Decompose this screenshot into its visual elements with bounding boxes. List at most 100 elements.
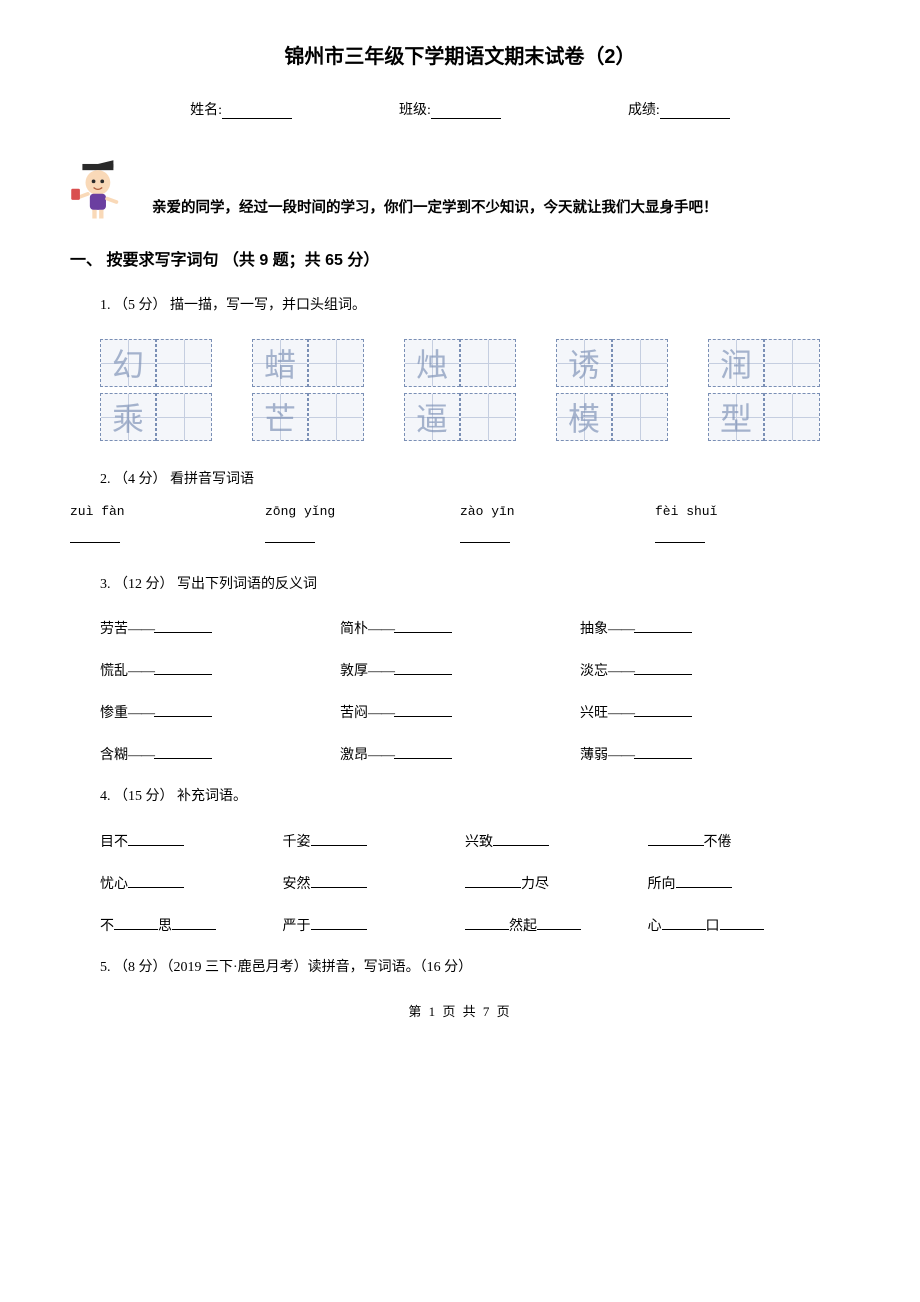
antonym-cell: 劳苦—— [100,618,340,638]
antonym-word: 抽象 [580,622,608,637]
pinyin-2: zōng yǐng [265,504,460,519]
idiom-blank[interactable] [465,874,521,888]
idiom-3a: 不 [100,919,114,934]
char-cell[interactable]: 型 [708,393,764,441]
char-cell-empty[interactable] [612,339,668,387]
score-label: 成绩: [628,103,660,118]
idiom-1b: 千姿 [283,835,311,850]
idiom-3b: 严于 [283,919,311,934]
char-cell-empty[interactable] [460,339,516,387]
antonym-blank[interactable] [154,661,212,675]
char-cell[interactable]: 模 [556,393,612,441]
antonym-blank[interactable] [154,703,212,717]
antonym-cell: 简朴—— [340,618,580,638]
idiom-blank[interactable] [172,916,216,930]
antonym-blank[interactable] [634,745,692,759]
char-cell-empty[interactable] [156,339,212,387]
idiom-blank[interactable] [648,832,704,846]
char-col: 诱模 [556,339,668,441]
q2-pinyin-row: zuì fàn zōng yǐng zào yīn fèi shuǐ [70,504,850,519]
char-cell-empty[interactable] [612,393,668,441]
q2-blank-2[interactable] [265,529,315,543]
idiom-blank[interactable] [720,916,764,930]
q3-label: 3. （12 分） 写出下列词语的反义词 [100,574,850,596]
idiom-blank[interactable] [537,916,581,930]
antonym-blank[interactable] [634,703,692,717]
idiom-blank[interactable] [128,832,184,846]
char-cell[interactable]: 烛 [404,339,460,387]
idiom-blank[interactable] [662,916,706,930]
char-cell-empty[interactable] [764,393,820,441]
dash: —— [368,706,394,721]
char-stroke: 型 [709,394,763,440]
antonym-cell: 淡忘—— [580,660,820,680]
q1-char-grid: 幻乘蜡芒烛逼诱模润型 [100,339,820,441]
antonym-blank[interactable] [634,661,692,675]
idiom-blank[interactable] [311,874,367,888]
q2-blank-3[interactable] [460,529,510,543]
char-row: 烛 [404,339,516,387]
antonym-blank[interactable] [394,703,452,717]
antonym-cell: 抽象—— [580,618,820,638]
char-col: 幻乘 [100,339,212,441]
char-cell[interactable]: 乘 [100,393,156,441]
char-cell-empty[interactable] [156,393,212,441]
antonym-cell: 敦厚—— [340,660,580,680]
q2-blank-4[interactable] [655,529,705,543]
dash: —— [128,748,154,763]
q3-antonym-block: 劳苦——简朴——抽象——慌乱——敦厚——淡忘——惨重——苦闷——兴旺——含糊——… [100,618,820,764]
char-cell[interactable]: 蜡 [252,339,308,387]
q4-row-2: 忧心 安然 力尽 所向 [100,873,820,893]
q2-blank-1[interactable] [70,529,120,543]
antonym-blank[interactable] [154,745,212,759]
idiom-2b: 安然 [283,877,311,892]
antonym-word: 苦闷 [340,706,368,721]
char-stroke: 芒 [253,394,307,440]
antonym-word: 薄弱 [580,748,608,763]
char-cell[interactable]: 润 [708,339,764,387]
char-cell[interactable]: 逼 [404,393,460,441]
pinyin-3: zào yīn [460,504,655,519]
idiom-blank[interactable] [311,832,367,846]
antonym-cell: 薄弱—— [580,744,820,764]
idiom-2d: 所向 [648,877,676,892]
name-blank[interactable] [222,103,292,119]
class-label: 班级: [399,103,431,118]
antonym-blank[interactable] [154,619,212,633]
intro-text: 亲爱的同学，经过一段时间的学习，你们一定学到不少知识，今天就让我们大显身手吧！ [152,196,718,221]
idiom-blank[interactable] [493,832,549,846]
mascot-icon [70,159,132,221]
q4-row-1: 目不 千姿 兴致 不倦 [100,831,820,851]
idiom-1d: 不倦 [704,835,732,850]
antonym-blank[interactable] [394,745,452,759]
dash: —— [608,622,634,637]
antonym-cell: 慌乱—— [100,660,340,680]
char-cell-empty[interactable] [460,393,516,441]
page-title: 锦州市三年级下学期语文期末试卷（2） [70,40,850,69]
antonym-row: 劳苦——简朴——抽象—— [100,618,820,638]
class-blank[interactable] [431,103,501,119]
dash: —— [368,748,394,763]
antonym-blank[interactable] [394,619,452,633]
char-row: 润 [708,339,820,387]
antonym-cell: 兴旺—— [580,702,820,722]
char-cell[interactable]: 芒 [252,393,308,441]
score-blank[interactable] [660,103,730,119]
idiom-blank[interactable] [311,916,367,930]
char-cell-empty[interactable] [764,339,820,387]
char-cell[interactable]: 诱 [556,339,612,387]
dash: —— [128,664,154,679]
idiom-blank[interactable] [114,916,158,930]
idiom-blank[interactable] [465,916,509,930]
pinyin-4: fèi shuǐ [655,504,850,519]
char-cell-empty[interactable] [308,393,364,441]
q1-label: 1. （5 分） 描一描，写一写，并口头组词。 [100,295,850,317]
char-cell[interactable]: 幻 [100,339,156,387]
q2-blank-row [70,529,850,548]
idiom-blank[interactable] [676,874,732,888]
dash: —— [608,706,634,721]
idiom-blank[interactable] [128,874,184,888]
char-cell-empty[interactable] [308,339,364,387]
antonym-blank[interactable] [634,619,692,633]
antonym-blank[interactable] [394,661,452,675]
